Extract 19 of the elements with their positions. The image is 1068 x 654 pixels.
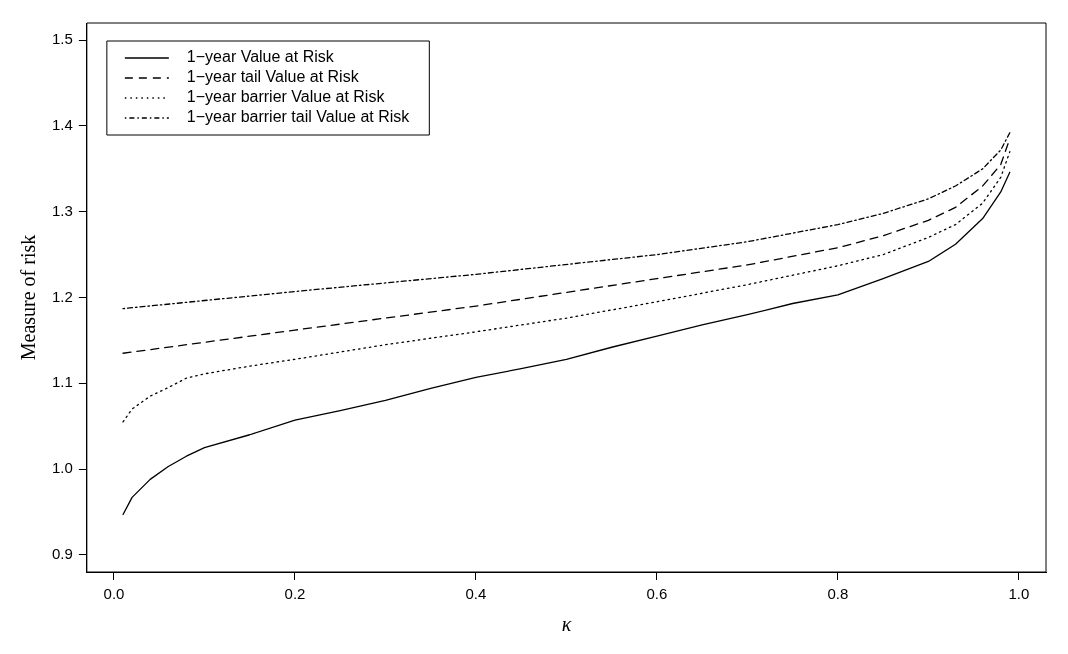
x-tick-label: 1.0 [1008,585,1030,603]
x-tick-label: 0.2 [284,585,306,603]
x-tick-label: 0.8 [827,585,849,603]
y-tick-label: 1.2 [51,287,73,305]
y-axis-title: Measure of risk [17,234,40,361]
legend-label: 1−year barrier tail Value at Risk [186,108,411,126]
legend-label: 1−year barrier Value at Risk [186,88,386,106]
y-tick-label: 0.9 [51,544,73,562]
x-tick-label: 0.0 [103,585,125,603]
y-tick-label: 1.5 [51,30,73,48]
legend-label: 1−year tail Value at Risk [186,68,360,86]
x-tick-label: 0.6 [646,585,668,603]
y-tick-label: 1.1 [51,373,73,391]
y-tick-label: 1.3 [51,201,73,219]
x-axis-title: κ [561,613,572,636]
y-tick-label: 1.4 [51,116,73,134]
x-tick-label: 0.4 [465,585,487,603]
legend-label: 1−year Value at Risk [186,48,335,66]
y-tick-label: 1.0 [51,459,73,477]
